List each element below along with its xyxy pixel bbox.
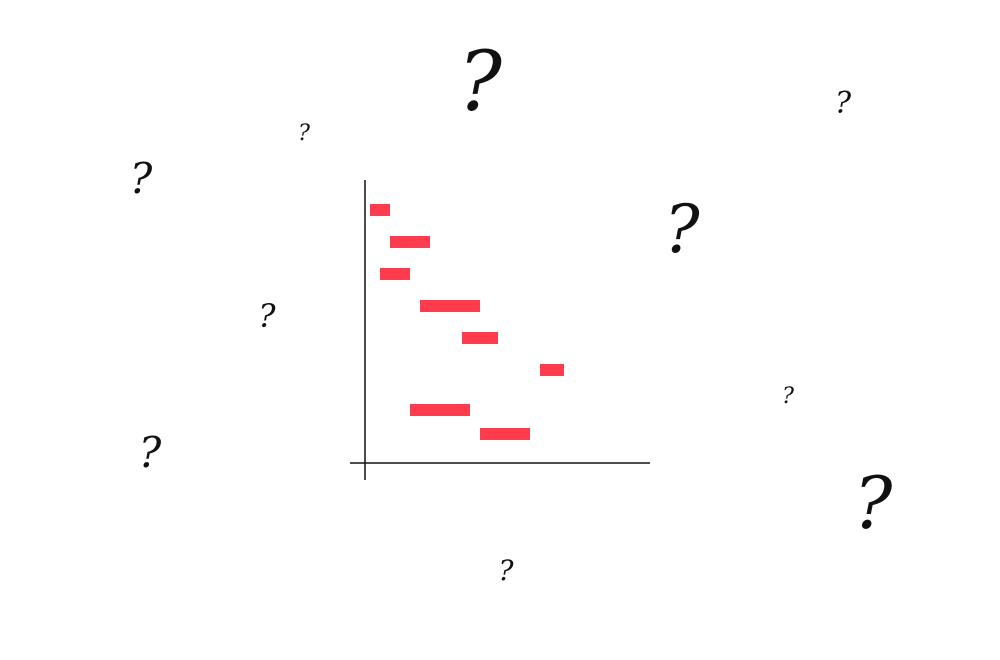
question-mark-icon: ? xyxy=(130,154,153,203)
gantt-chart xyxy=(350,180,650,480)
gantt-bar xyxy=(480,428,530,440)
gantt-bar xyxy=(420,300,480,312)
gantt-bar xyxy=(380,268,410,280)
question-mark-icon: ? xyxy=(854,461,893,545)
gantt-bar xyxy=(370,204,390,216)
question-mark-icon: ? xyxy=(139,428,162,477)
question-mark-icon: ? xyxy=(298,121,310,146)
question-mark-icon: ? xyxy=(835,86,852,121)
question-mark-icon: ? xyxy=(664,191,700,268)
question-marks-layer: ?????????? xyxy=(130,35,893,587)
gantt-bar xyxy=(462,332,498,344)
question-mark-icon: ? xyxy=(258,297,276,335)
question-mark-icon: ? xyxy=(782,384,794,409)
gantt-bar xyxy=(540,364,564,376)
gantt-bars xyxy=(370,204,564,440)
gantt-bar xyxy=(390,236,430,248)
gantt-bar xyxy=(410,404,470,416)
question-mark-icon: ? xyxy=(498,554,514,587)
question-mark-icon: ? xyxy=(458,35,503,130)
